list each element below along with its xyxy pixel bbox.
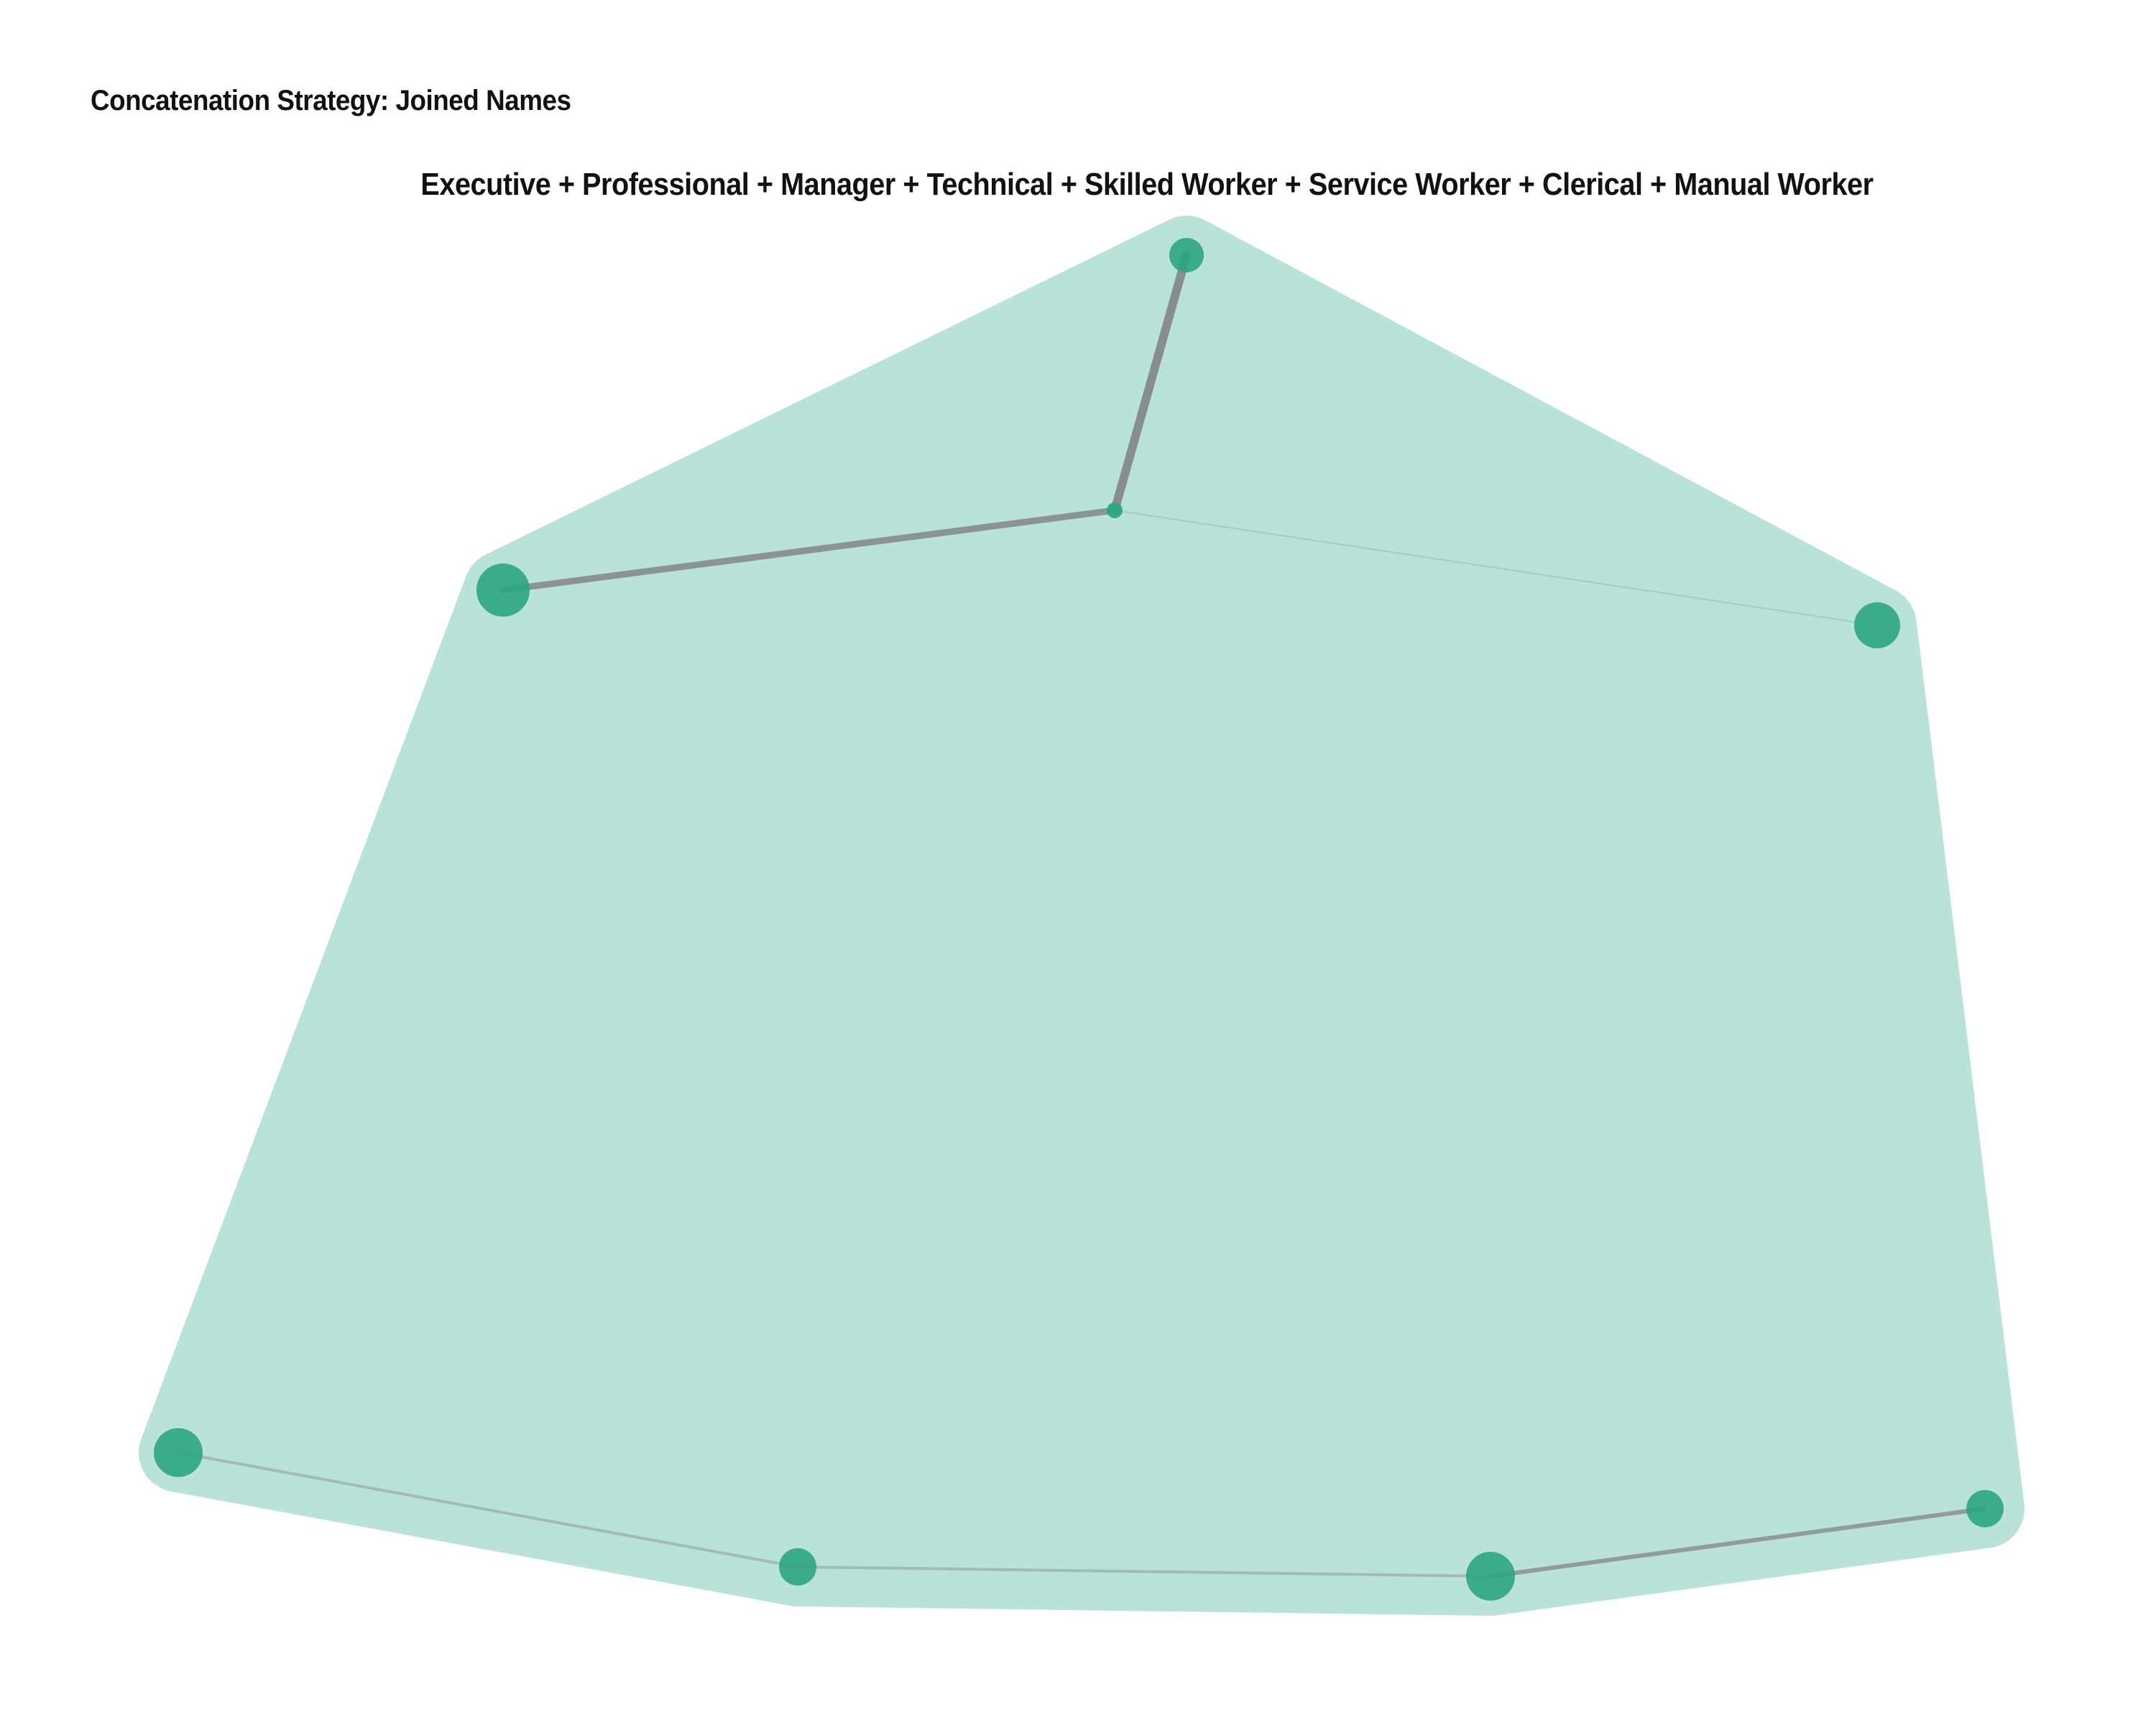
group-hull (139, 216, 2024, 1616)
node-top (1169, 238, 1204, 272)
group-label: Executive + Professional + Manager + Tec… (420, 167, 1874, 202)
node-hub (1107, 502, 1123, 518)
edge-bottommid-bottomcenter (796, 1565, 1492, 1578)
edge-hub-top (1110, 251, 1191, 515)
edge-hub-right (1114, 510, 1878, 626)
edge-hub-left (499, 507, 1118, 594)
node-bottom-right (1966, 1490, 2004, 1527)
node-left (476, 564, 530, 617)
node-bottom-left (154, 1428, 203, 1477)
edge-bottomcenter-bottomright (1488, 1506, 1987, 1578)
edge-bottomleft-bottommid (177, 1451, 799, 1568)
node-bottom-center (1466, 1552, 1515, 1601)
page-title: Concatenation Strategy: Joined Names (91, 85, 571, 116)
node-bottom-mid (779, 1548, 816, 1586)
node-right (1854, 602, 1900, 648)
